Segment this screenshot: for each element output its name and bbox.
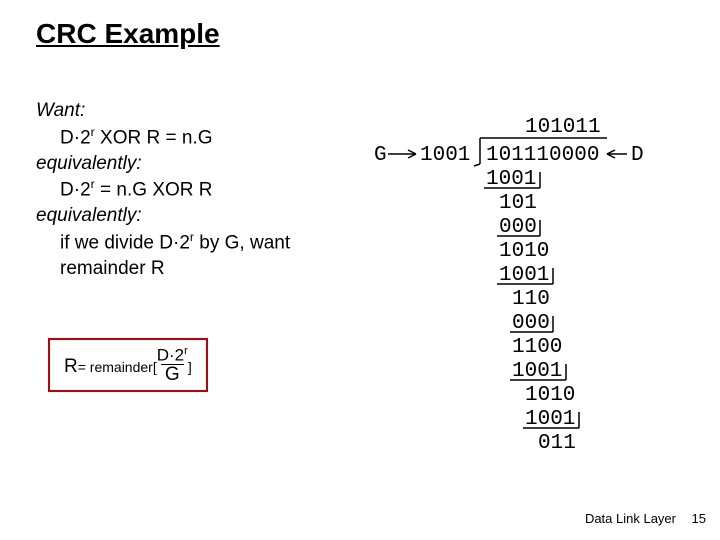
svg-text:1010: 1010 [499,240,549,263]
formula-eq-text: = remainder[ [78,359,157,375]
svg-text:101: 101 [499,192,537,215]
formula-R: R [64,356,78,378]
equation-1: D·2r XOR R = n.G [36,124,346,151]
num-D: D [157,346,169,365]
eq1-base: 2 [80,127,91,148]
svg-text:1100: 1100 [512,336,562,359]
svg-text:011: 011 [538,432,576,455]
want-label: Want: [36,98,346,124]
equation-2: D·2r = n.G XOR R [36,176,346,203]
svg-text:101011: 101011 [525,116,601,139]
eq3-base: 2 [179,232,190,253]
fraction-denominator: G [161,364,184,384]
eq1-D: D [60,127,74,148]
eq3-a: if we divide D [60,232,173,253]
svg-text:G: G [374,144,387,167]
svg-text:110: 110 [512,288,550,311]
equiv-label-1: equivalently: [36,151,346,177]
formula-close: ] [188,359,192,375]
svg-text:1010: 1010 [525,384,575,407]
equiv-label-2: equivalently: [36,203,346,229]
footer-page-number: 15 [692,511,706,526]
slide-title: CRC Example [36,18,220,50]
eq2-base: 2 [80,180,91,201]
footer-text: Data Link Layer [585,511,676,526]
svg-text:1001: 1001 [420,144,470,167]
svg-text:D: D [631,144,644,167]
fraction-numerator: D·2r [157,346,188,364]
num-base: 2 [175,346,184,365]
explanation-block: Want: D·2r XOR R = n.G equivalently: D·2… [36,98,346,281]
formula-fraction: D·2r G [157,346,188,384]
division-svg: 1010111001101110000GD1001101000101010011… [360,110,700,470]
eq2-rest: = n.G XOR R [95,180,213,201]
eq2-D: D [60,180,74,201]
eq1-rest: XOR R = n.G [95,127,213,148]
equation-3: if we divide D·2r by G, want remainder R [36,229,346,282]
num-exp: r [184,345,188,357]
svg-text:101110000: 101110000 [486,144,599,167]
remainder-formula-box: R = remainder[ D·2r G ] [48,338,208,392]
